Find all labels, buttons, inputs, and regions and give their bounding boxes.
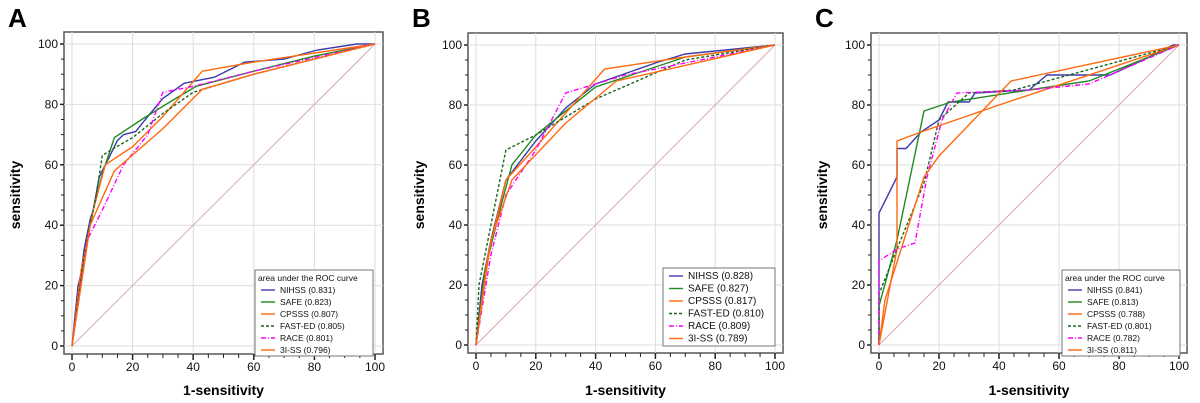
x-tick-label: 40 [187, 360, 201, 374]
legend-entry: FAST-ED (0.805) [280, 321, 345, 331]
x-tick-label: 100 [765, 359, 785, 373]
x-tick-label: 60 [247, 360, 261, 374]
y-tick-label: 80 [45, 97, 59, 111]
y-tick-label: 60 [852, 158, 866, 172]
y-tick-label: 40 [45, 218, 59, 232]
y-tick-label: 40 [852, 218, 866, 232]
legend-box [662, 267, 776, 347]
legend-entry: RACE (0.782) [1087, 333, 1140, 343]
x-tick-label: 0 [473, 359, 480, 373]
x-tick-label: 20 [932, 359, 946, 373]
x-axis-label: 1-sensitivity [585, 382, 666, 398]
roc-curve-cpsss [475, 44, 776, 346]
legend-entry: CPSSS (0.817) [688, 296, 756, 307]
y-tick-label: 0 [51, 339, 58, 353]
legend-entry: 3I-SS (0.789) [688, 334, 747, 345]
roc-curve-race [475, 44, 776, 346]
legend-title: area under the ROC curve [1065, 273, 1165, 283]
legend-box [254, 269, 374, 357]
roc-curve-cpsss [878, 44, 1180, 346]
panel-letter: C [815, 3, 834, 33]
x-tick-label: 0 [69, 360, 76, 374]
panel-b: 00 20 20 40 40 60 60 80 80 100 100 1-sensitivity sen… [411, 3, 785, 398]
legend-entry: NIHSS (0.828) [688, 271, 753, 282]
x-tick-label: 40 [992, 359, 1006, 373]
y-tick-label: 100 [38, 37, 58, 51]
y-axis-label: sensitivity [411, 161, 427, 230]
y-tick-label: 20 [449, 278, 463, 292]
legend-entry: SAFE (0.813) [1087, 297, 1139, 307]
y-axis-label: sensitivity [7, 161, 23, 230]
legend-entry: CPSSS (0.788) [1087, 309, 1145, 319]
y-tick-label: 40 [449, 218, 463, 232]
legend-entry: NIHSS (0.831) [280, 285, 335, 295]
legend-entry: 3I-SS (0.811) [1087, 345, 1137, 355]
legend-entry: SAFE (0.823) [280, 297, 332, 307]
panel-letter: B [412, 3, 431, 33]
roc-curve-3i-ss [71, 43, 376, 347]
panel-letter: A [8, 3, 27, 33]
x-tick-label: 40 [589, 359, 603, 373]
y-tick-label: 60 [45, 158, 59, 172]
reference-diagonal [71, 43, 376, 347]
roc-curve-race [878, 44, 1180, 345]
x-tick-label: 20 [126, 360, 140, 374]
legend-entry: FAST-ED (0.801) [1087, 321, 1152, 331]
y-axis-label: sensitivity [814, 161, 830, 230]
legend-entry: FAST-ED (0.810) [688, 309, 764, 320]
roc-curve-3i-ss [878, 44, 1180, 346]
x-tick-label: 60 [649, 359, 663, 373]
x-tick-label: 100 [1169, 359, 1189, 373]
legend-entry: SAFE (0.827) [688, 284, 749, 295]
panel-a: 00 20 20 40 40 60 60 80 80 100 100 1-sensitivity sen… [7, 3, 385, 398]
x-axis-label: 1-sensitivity [183, 382, 264, 398]
y-tick-label: 0 [858, 338, 865, 352]
x-tick-label: 100 [365, 360, 385, 374]
legend-entry: RACE (0.801) [280, 333, 333, 343]
y-tick-label: 20 [45, 279, 59, 293]
y-tick-label: 80 [852, 98, 866, 112]
x-tick-label: 80 [1112, 359, 1126, 373]
y-tick-label: 100 [442, 38, 462, 52]
legend-box [1061, 269, 1181, 357]
y-tick-label: 60 [449, 158, 463, 172]
y-tick-label: 0 [455, 338, 462, 352]
legend-entry: NIHSS (0.841) [1087, 285, 1142, 295]
y-tick-label: 100 [845, 38, 865, 52]
legend-entry: RACE (0.809) [688, 321, 750, 332]
legend-entry: 3I-SS (0.796) [280, 345, 331, 355]
x-tick-label: 60 [1052, 359, 1066, 373]
reference-diagonal [475, 44, 776, 346]
roc-curve-safe [878, 44, 1180, 345]
reference-diagonal [878, 44, 1180, 346]
legend-title: area under the ROC curve [258, 273, 358, 283]
x-tick-label: 20 [529, 359, 543, 373]
x-tick-label: 0 [876, 359, 883, 373]
x-tick-label: 80 [308, 360, 322, 374]
y-tick-label: 20 [852, 278, 866, 292]
legend-entry: CPSSS (0.807) [280, 309, 338, 319]
y-tick-label: 80 [449, 98, 463, 112]
panel-c: 00 20 20 40 40 60 60 80 80 100 100 1-sensitivity sen… [814, 3, 1189, 398]
roc-curve-3i-ss [475, 44, 776, 346]
x-tick-label: 80 [709, 359, 723, 373]
roc-curve-fast-ed [475, 44, 776, 346]
x-axis-label: 1-sensitivity [989, 382, 1070, 398]
